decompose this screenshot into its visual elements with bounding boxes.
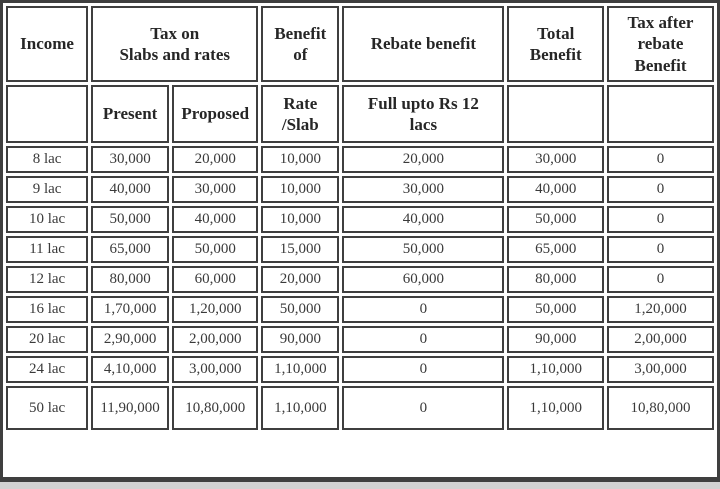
- cell-proposed: 10,80,000: [172, 386, 259, 430]
- cell-present: 40,000: [91, 176, 170, 203]
- table-row: 50 lac 11,90,000 10,80,000 1,10,000 0 1,…: [6, 386, 714, 430]
- header-row-2: Present Proposed Rate /Slab Full upto Rs…: [6, 85, 714, 143]
- cell-rate-slab: 10,000: [261, 206, 340, 233]
- col-subheader-full-upto: Full upto Rs 12 lacs: [342, 85, 505, 143]
- table-row: 9 lac 40,000 30,000 10,000 30,000 40,000…: [6, 176, 714, 203]
- cell-tax-after: 0: [607, 236, 714, 263]
- col-header-total-benefit: Total Benefit: [507, 6, 605, 82]
- cell-tax-after: 0: [607, 146, 714, 173]
- cell-income: 11 lac: [6, 236, 89, 263]
- header-row-1: Income Tax on Slabs and rates Benefit of…: [6, 6, 714, 82]
- cell-income: 10 lac: [6, 206, 89, 233]
- cell-rebate: 0: [342, 356, 505, 383]
- col-subheader-rate-slab: Rate /Slab: [261, 85, 340, 143]
- col-header-income: Income: [6, 6, 89, 82]
- cell-present: 50,000: [91, 206, 170, 233]
- cell-total: 50,000: [507, 296, 605, 323]
- cell-rebate: 50,000: [342, 236, 505, 263]
- col-header-tax-after-rebate: Tax after rebate Benefit: [607, 6, 714, 82]
- cell-tax-after: 0: [607, 176, 714, 203]
- cell-income: 50 lac: [6, 386, 89, 430]
- cell-income: 9 lac: [6, 176, 89, 203]
- cell-total: 65,000: [507, 236, 605, 263]
- cell-income: 24 lac: [6, 356, 89, 383]
- cell-rate-slab: 90,000: [261, 326, 340, 353]
- cell-proposed: 2,00,000: [172, 326, 259, 353]
- table-row: 16 lac 1,70,000 1,20,000 50,000 0 50,000…: [6, 296, 714, 323]
- table-row: 8 lac 30,000 20,000 10,000 20,000 30,000…: [6, 146, 714, 173]
- table-row: 10 lac 50,000 40,000 10,000 40,000 50,00…: [6, 206, 714, 233]
- cell-proposed: 50,000: [172, 236, 259, 263]
- cell-rate-slab: 10,000: [261, 146, 340, 173]
- cell-rate-slab: 20,000: [261, 266, 340, 293]
- cell-present: 80,000: [91, 266, 170, 293]
- cell-rate-slab: 1,10,000: [261, 356, 340, 383]
- cell-total: 1,10,000: [507, 356, 605, 383]
- cell-rebate: 40,000: [342, 206, 505, 233]
- cell-income: 20 lac: [6, 326, 89, 353]
- cell-rebate: 0: [342, 326, 505, 353]
- cell-tax-after: 1,20,000: [607, 296, 714, 323]
- cell-proposed: 1,20,000: [172, 296, 259, 323]
- cell-present: 1,70,000: [91, 296, 170, 323]
- table-row: 24 lac 4,10,000 3,00,000 1,10,000 0 1,10…: [6, 356, 714, 383]
- col-header-benefit-of: Benefit of: [261, 6, 340, 82]
- col-header-tax-on-slabs: Tax on Slabs and rates: [91, 6, 259, 82]
- cell-proposed: 20,000: [172, 146, 259, 173]
- cell-tax-after: 2,00,000: [607, 326, 714, 353]
- cell-rate-slab: 10,000: [261, 176, 340, 203]
- col-subheader-proposed: Proposed: [172, 85, 259, 143]
- cell-tax-after: 3,00,000: [607, 356, 714, 383]
- cell-present: 65,000: [91, 236, 170, 263]
- cell-income: 8 lac: [6, 146, 89, 173]
- cell-proposed: 3,00,000: [172, 356, 259, 383]
- cell-total: 40,000: [507, 176, 605, 203]
- cell-total: 80,000: [507, 266, 605, 293]
- table-row: 11 lac 65,000 50,000 15,000 50,000 65,00…: [6, 236, 714, 263]
- cell-total: 90,000: [507, 326, 605, 353]
- col-subheader-empty-income: [6, 85, 89, 143]
- bottom-edge-strip: [0, 482, 720, 489]
- table-row: 12 lac 80,000 60,000 20,000 60,000 80,00…: [6, 266, 714, 293]
- col-subheader-present: Present: [91, 85, 170, 143]
- cell-total: 1,10,000: [507, 386, 605, 430]
- col-subheader-empty-tax-after: [607, 85, 714, 143]
- col-subheader-empty-total: [507, 85, 605, 143]
- cell-rate-slab: 50,000: [261, 296, 340, 323]
- table-row: 20 lac 2,90,000 2,00,000 90,000 0 90,000…: [6, 326, 714, 353]
- cell-rebate: 30,000: [342, 176, 505, 203]
- cell-present: 30,000: [91, 146, 170, 173]
- cell-tax-after: 10,80,000: [607, 386, 714, 430]
- cell-proposed: 40,000: [172, 206, 259, 233]
- cell-total: 30,000: [507, 146, 605, 173]
- cell-tax-after: 0: [607, 206, 714, 233]
- cell-present: 11,90,000: [91, 386, 170, 430]
- cell-present: 2,90,000: [91, 326, 170, 353]
- cell-proposed: 30,000: [172, 176, 259, 203]
- col-header-rebate-benefit: Rebate benefit: [342, 6, 505, 82]
- tax-benefit-table: Income Tax on Slabs and rates Benefit of…: [3, 3, 717, 433]
- cell-rebate: 0: [342, 296, 505, 323]
- cell-rebate: 20,000: [342, 146, 505, 173]
- cell-income: 16 lac: [6, 296, 89, 323]
- cell-income: 12 lac: [6, 266, 89, 293]
- cell-rebate: 60,000: [342, 266, 505, 293]
- cell-rate-slab: 15,000: [261, 236, 340, 263]
- cell-rebate: 0: [342, 386, 505, 430]
- cell-rate-slab: 1,10,000: [261, 386, 340, 430]
- cell-tax-after: 0: [607, 266, 714, 293]
- cell-total: 50,000: [507, 206, 605, 233]
- cell-proposed: 60,000: [172, 266, 259, 293]
- cell-present: 4,10,000: [91, 356, 170, 383]
